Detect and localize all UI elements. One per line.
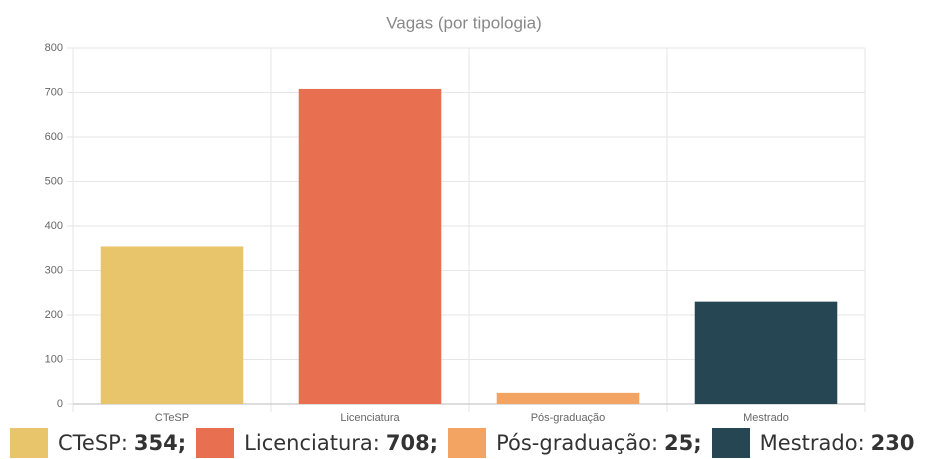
legend-value: 230: [870, 431, 915, 455]
legend-label: Licenciatura:: [244, 431, 380, 455]
y-tick-label: 700: [45, 86, 63, 98]
y-tick-label: 400: [45, 220, 63, 232]
legend-swatch: [10, 428, 48, 458]
legend-item: Licenciatura: 708;: [196, 428, 438, 458]
y-tick-label: 500: [45, 175, 63, 187]
x-tick-label: Licenciatura: [340, 412, 400, 424]
x-tick-label: Mestrado: [743, 412, 789, 424]
legend-label: Mestrado:: [759, 431, 865, 455]
bar: [298, 88, 442, 404]
y-tick-label: 200: [45, 309, 63, 321]
x-tick-label: Pós-graduação: [531, 412, 606, 424]
legend-value: 354;: [133, 431, 187, 455]
legend-swatch: [448, 428, 487, 458]
legend: CTeSP: 354; Licenciatura: 708; Pós-graduação…: [10, 428, 935, 458]
y-tick-label: 100: [45, 353, 63, 365]
legend-value: 708;: [385, 431, 439, 455]
y-tick-label: 800: [45, 42, 63, 54]
y-tick-label: 0: [57, 398, 63, 410]
legend-item: Mestrado: 230: [711, 428, 915, 458]
y-tick-label: 300: [45, 264, 63, 276]
y-tick-label: 600: [45, 131, 63, 143]
chart-title: Vagas (por tipologia): [386, 13, 542, 32]
legend-swatch: [196, 428, 235, 458]
legend-value: 25;: [664, 431, 702, 455]
chart: Vagas (por tipologia) 0 100 200 300 400 500 60…: [45, 13, 866, 424]
legend-swatch: [711, 428, 750, 458]
bar: [100, 246, 244, 404]
bar: [694, 301, 838, 404]
legend-item: CTeSP: 354;: [10, 428, 186, 458]
legend-label: Pós-graduação:: [496, 431, 659, 455]
bar: [496, 392, 640, 404]
legend-item: Pós-graduação: 25;: [448, 428, 702, 458]
x-tick-label: CTeSP: [155, 412, 189, 424]
legend-label: CTeSP:: [58, 431, 128, 455]
